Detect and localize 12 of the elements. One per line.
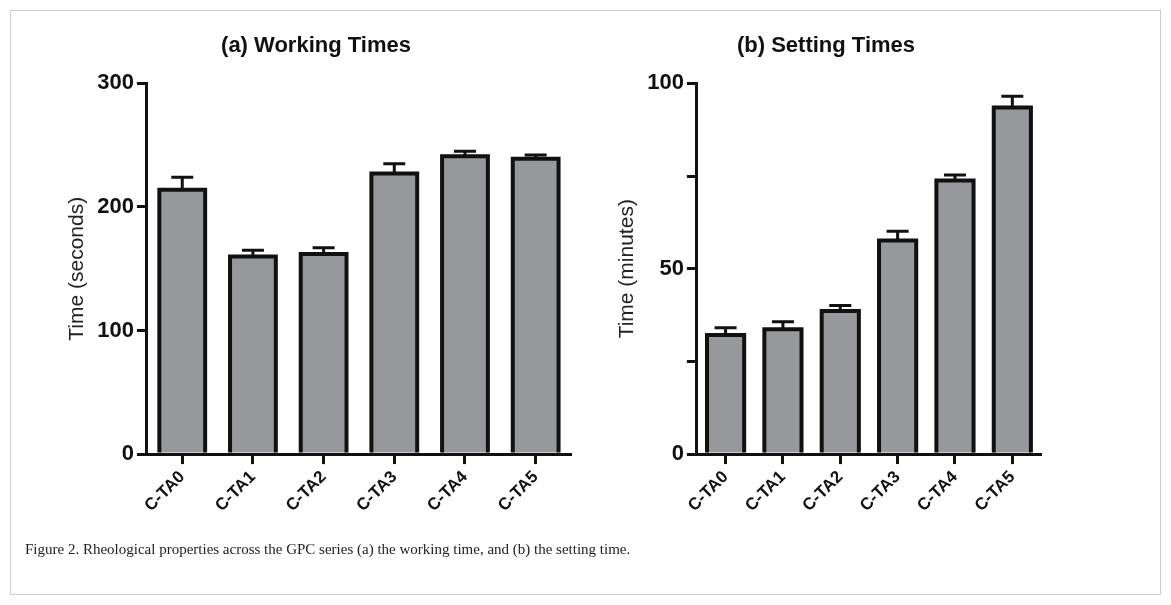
y-tick-label: 100 [647, 69, 684, 95]
y-axis-title: Time (minutes) [614, 199, 638, 339]
y-tick-label: 0 [671, 440, 684, 466]
chart-title: (b) Setting Times [736, 32, 916, 58]
caption: Figure 2. Rheological properties across the GPC series (a) the working time, and (b) the setting time. [25, 541, 631, 558]
chart-title: (a) Working Times [221, 32, 411, 58]
y-tick-label: 200 [97, 193, 134, 219]
y-tick-label: 100 [97, 316, 134, 342]
y-axis-title: Time (seconds) [64, 196, 88, 341]
y-tick-label: 300 [97, 69, 134, 95]
y-tick-label: 0 [121, 440, 134, 466]
y-tick-label: 50 [659, 254, 684, 280]
